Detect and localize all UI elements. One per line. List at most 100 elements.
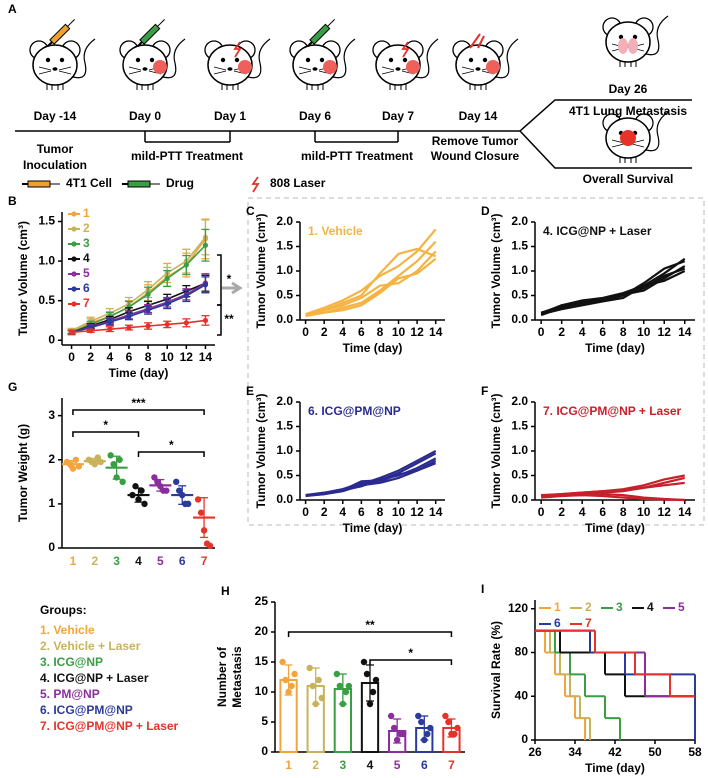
point xyxy=(173,478,180,486)
x-tick-label: 4 xyxy=(339,505,346,519)
point xyxy=(366,700,374,708)
x-tick-label: 4 xyxy=(339,325,346,339)
point xyxy=(288,682,295,690)
x-tick-label: 6 xyxy=(179,554,186,568)
legend-label: 5 xyxy=(678,600,685,614)
x-tick-label: 14 xyxy=(678,325,692,339)
legend-label: 2 xyxy=(83,221,90,235)
sig-bracket xyxy=(72,431,140,437)
legend-label: 7 xyxy=(83,296,90,310)
x-tick-label: 3 xyxy=(340,758,347,772)
y-axis-title: Metastasis xyxy=(230,646,244,708)
series-line xyxy=(541,493,685,502)
x-tick-label: 26 xyxy=(528,745,542,759)
step-label: Tumor xyxy=(37,142,74,156)
legend-label: 6 xyxy=(83,281,90,295)
panel-label: D xyxy=(481,204,490,218)
tumor xyxy=(323,60,337,74)
y-axis-title: Tumor Volume (cm³) xyxy=(489,394,503,509)
whisker xyxy=(461,66,475,71)
y-axis-title: Survival Rate (%) xyxy=(489,621,503,719)
series-line xyxy=(540,265,686,315)
x-tick-label: 6 xyxy=(358,325,365,339)
series-line xyxy=(305,250,437,317)
whisker xyxy=(611,143,625,148)
y-tick-label: 1.0 xyxy=(511,443,528,457)
mouse-icon xyxy=(289,38,356,90)
y-tick-label: 0.5 xyxy=(38,293,55,307)
day-label: Day 0 xyxy=(129,109,161,123)
legend-label: 4 xyxy=(83,251,90,265)
group-entry: 4. ICG@NP + Laser xyxy=(40,671,149,685)
legend-label: 808 Laser xyxy=(270,176,326,190)
point xyxy=(336,682,344,690)
point xyxy=(291,670,298,678)
x-tick-label: 6 xyxy=(126,350,133,364)
x-tick-label: 12 xyxy=(410,325,424,339)
point xyxy=(119,478,126,486)
legend-marker xyxy=(71,226,77,232)
point xyxy=(415,712,422,720)
sig-bracket xyxy=(287,631,453,637)
syringe-icon xyxy=(22,180,60,188)
sig-bracket xyxy=(72,409,205,415)
panel-label: C xyxy=(246,204,255,218)
x-tick-label: 0 xyxy=(68,350,75,364)
y-axis-title: Tumor Weight (g) xyxy=(16,424,30,522)
x-tick-label: 2 xyxy=(321,325,328,339)
mouse-tail xyxy=(332,38,356,79)
series-line xyxy=(305,462,437,497)
mouse-nose xyxy=(395,67,401,71)
x-tick-label: 1 xyxy=(285,758,292,772)
chart-title: 7. ICG@PM@NP + Laser xyxy=(543,404,682,418)
panel-label: B xyxy=(8,194,17,208)
x-tick-label: 14 xyxy=(678,505,692,519)
significance: *** xyxy=(131,396,145,410)
syringe-barrel xyxy=(49,23,71,45)
x-tick-label: 6 xyxy=(599,505,606,519)
mouse-body xyxy=(605,21,651,63)
x-tick-label: 10 xyxy=(637,325,651,339)
mouse-body xyxy=(32,44,78,86)
x-tick-label: 8 xyxy=(377,325,384,339)
marker xyxy=(88,328,94,334)
y-tick-label: 0 xyxy=(48,332,55,346)
mouse-icon xyxy=(29,38,96,90)
tumor xyxy=(406,60,420,74)
point xyxy=(163,487,170,494)
x-axis-title: Time (day) xyxy=(585,521,645,535)
legend-label: 5 xyxy=(83,266,90,280)
x-tick-label: 4 xyxy=(106,350,113,364)
significance: * xyxy=(227,272,232,286)
group-entry: 5. PM@NP xyxy=(40,687,100,701)
y-tick-label: 0 xyxy=(521,732,528,746)
point xyxy=(390,724,398,732)
x-tick-label: 58 xyxy=(688,745,702,759)
x-tick-label: 6 xyxy=(358,505,365,519)
laser-icon xyxy=(233,41,242,58)
panel-label: G xyxy=(8,380,17,394)
x-tick-label: 8 xyxy=(620,505,627,519)
legend-label: Drug xyxy=(166,176,194,190)
syringe-icon xyxy=(122,180,160,188)
mouse-body xyxy=(455,44,501,86)
syringe-icon xyxy=(137,19,165,47)
skull-icon xyxy=(620,130,636,146)
x-tick-label: 8 xyxy=(377,505,384,519)
day-label: Day 6 xyxy=(299,109,331,123)
point xyxy=(454,724,461,732)
tumor xyxy=(153,60,167,74)
y-tick-label: 1.5 xyxy=(38,214,55,228)
x-tick-label: 2 xyxy=(87,350,94,364)
mouse-body xyxy=(207,44,253,86)
syringe-plunger xyxy=(137,41,143,47)
panel-label: I xyxy=(481,582,484,596)
marker xyxy=(126,324,132,331)
mouse-eye xyxy=(149,57,155,63)
step-label: mild-PTT Treatment xyxy=(301,149,413,163)
y-tick-label: 0.0 xyxy=(511,312,528,326)
mouse-eye xyxy=(220,57,226,63)
point xyxy=(69,465,77,472)
mouse-nose xyxy=(52,67,58,71)
legend-label: 3 xyxy=(616,600,623,614)
